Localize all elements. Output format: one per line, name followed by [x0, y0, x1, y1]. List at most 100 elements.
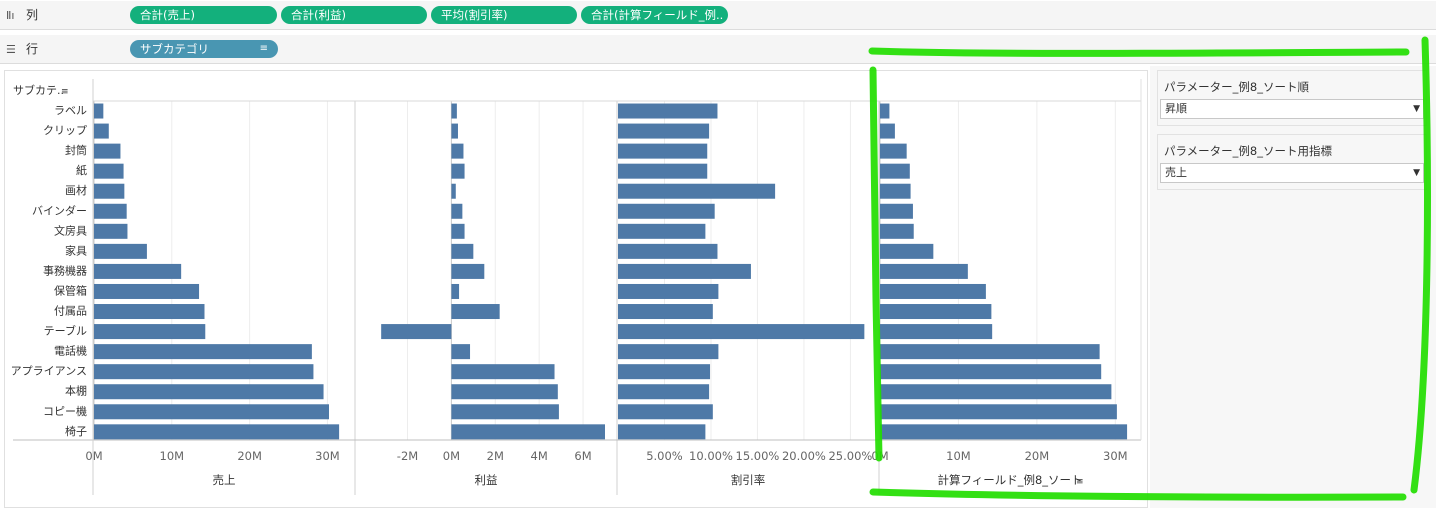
bar[interactable] [880, 223, 914, 239]
column-pill-discount[interactable]: 平均(割引率) [431, 6, 577, 24]
bar[interactable] [880, 364, 1102, 380]
row-header-sort-icon[interactable]: ≡ [61, 87, 69, 97]
bar[interactable] [880, 163, 910, 179]
bar[interactable] [880, 103, 890, 119]
bar[interactable] [94, 243, 147, 259]
axis-title[interactable]: 計算フィールド_例8_ソート [937, 473, 1082, 487]
category-label[interactable]: 文房具 [54, 223, 87, 237]
bar[interactable] [880, 183, 911, 199]
bar[interactable] [94, 324, 206, 340]
bar[interactable] [451, 424, 605, 440]
bar[interactable] [618, 324, 865, 340]
bar[interactable] [618, 424, 706, 440]
category-label[interactable]: 紙 [76, 163, 87, 177]
bar[interactable] [880, 384, 1112, 400]
category-label[interactable]: 家具 [65, 243, 87, 257]
row-header-label[interactable]: サブカテ.. [13, 83, 64, 97]
category-label[interactable]: 事務機器 [43, 263, 87, 277]
bar[interactable] [451, 163, 465, 179]
parameter-sort-order-select[interactable]: 昇順 ▼ [1160, 99, 1424, 119]
bar[interactable] [880, 283, 986, 299]
bar[interactable] [618, 344, 719, 360]
bar[interactable] [94, 344, 312, 360]
bar[interactable] [451, 384, 558, 400]
bar[interactable] [451, 183, 456, 199]
bar[interactable] [94, 384, 324, 400]
bar[interactable] [618, 183, 776, 199]
bar[interactable] [94, 404, 329, 420]
bar[interactable] [94, 304, 205, 320]
bar[interactable] [618, 123, 710, 139]
bar[interactable] [880, 424, 1128, 440]
category-label[interactable]: テーブル [44, 324, 87, 338]
category-label[interactable]: コピー機 [43, 404, 87, 418]
bar[interactable] [381, 324, 452, 340]
bar[interactable] [618, 203, 715, 219]
bar[interactable] [451, 243, 474, 259]
bar[interactable] [880, 123, 895, 139]
chevron-down-icon[interactable]: ▼ [1413, 168, 1420, 178]
bar[interactable] [94, 223, 128, 239]
bar[interactable] [880, 203, 913, 219]
bar[interactable] [451, 203, 463, 219]
bar[interactable] [618, 163, 708, 179]
bar[interactable] [880, 324, 993, 340]
bar[interactable] [880, 304, 992, 320]
axis-title[interactable]: 割引率 [731, 473, 766, 487]
bar[interactable] [618, 103, 718, 119]
category-label[interactable]: 画材 [65, 183, 87, 197]
bar[interactable] [880, 263, 968, 279]
bar[interactable] [94, 283, 200, 299]
category-label[interactable]: 付属品 [54, 305, 87, 318]
bar[interactable] [94, 143, 121, 159]
category-label[interactable]: 椅子 [65, 424, 87, 438]
bar[interactable] [618, 364, 711, 380]
category-label[interactable]: 保管箱 [54, 283, 87, 297]
bar[interactable] [880, 404, 1117, 420]
category-label[interactable]: クリップ [43, 124, 87, 137]
bar[interactable] [94, 424, 340, 440]
bar[interactable] [94, 183, 125, 199]
bar[interactable] [618, 404, 713, 420]
bar[interactable] [451, 304, 500, 320]
bar[interactable] [451, 404, 559, 420]
bar[interactable] [451, 143, 464, 159]
bar[interactable] [880, 344, 1100, 360]
bar[interactable] [618, 223, 706, 239]
bar[interactable] [451, 263, 485, 279]
category-label[interactable]: アプライアンス [11, 365, 87, 378]
bar[interactable] [618, 384, 710, 400]
bar[interactable] [880, 143, 907, 159]
bar[interactable] [451, 344, 471, 360]
bar[interactable] [618, 243, 718, 259]
bar[interactable] [94, 103, 104, 119]
bar[interactable] [94, 123, 109, 139]
bar[interactable] [451, 123, 458, 139]
category-label[interactable]: ラベル [54, 104, 87, 117]
axis-sort-icon[interactable]: ≡ [1076, 477, 1084, 487]
chevron-down-icon[interactable]: ▼ [1413, 104, 1420, 114]
bar[interactable] [451, 223, 465, 239]
axis-title[interactable]: 利益 [475, 473, 498, 487]
column-pill-profit[interactable]: 合計(利益) [281, 6, 427, 24]
bar[interactable] [94, 263, 182, 279]
category-label[interactable]: 本棚 [65, 384, 87, 398]
row-pill-subcategory[interactable]: サブカテゴリ ≡ [130, 40, 278, 58]
bar[interactable] [618, 304, 713, 320]
bar[interactable] [94, 163, 124, 179]
parameter-sort-metric-select[interactable]: 売上 ▼ [1160, 163, 1424, 183]
bar[interactable] [880, 243, 934, 259]
bar[interactable] [451, 283, 460, 299]
bar[interactable] [94, 364, 314, 380]
bar[interactable] [618, 143, 708, 159]
bar[interactable] [94, 203, 127, 219]
bar[interactable] [618, 283, 719, 299]
bar[interactable] [451, 103, 457, 119]
category-label[interactable]: バインダー [32, 203, 87, 217]
category-label[interactable]: 封筒 [65, 143, 87, 157]
axis-title[interactable]: 売上 [213, 473, 236, 487]
bar[interactable] [451, 364, 555, 380]
column-pill-sales[interactable]: 合計(売上) [130, 6, 277, 24]
bar[interactable] [618, 263, 751, 279]
category-label[interactable]: 電話機 [54, 344, 87, 358]
